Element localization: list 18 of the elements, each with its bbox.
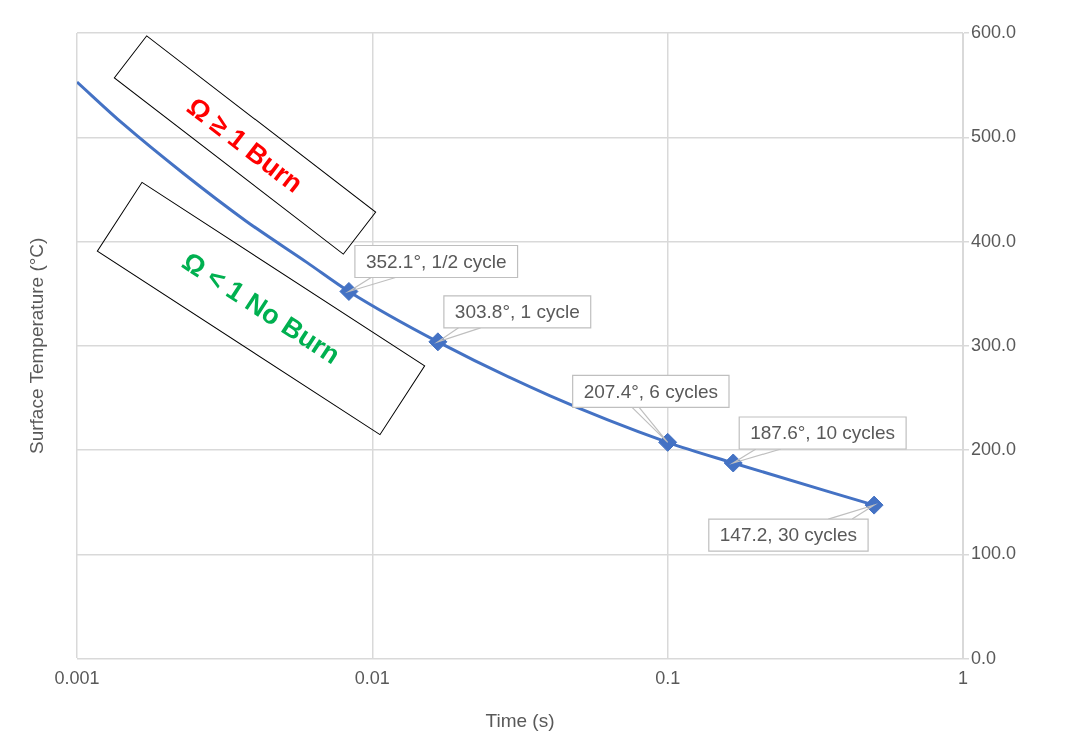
y-tick-label: 200.0 (971, 439, 1017, 460)
y-axis-title: Surface Temperature (°C) (26, 237, 48, 454)
x-tick-label: 0.01 (354, 668, 390, 689)
y-tick-label: 600.0 (971, 21, 1017, 42)
x-tick-label: 0.1 (655, 668, 681, 689)
data-label: 352.1°, 1/2 cycle (365, 250, 507, 272)
y-tick-label: 0.0 (971, 647, 997, 668)
y-tick-label: 100.0 (971, 543, 1017, 564)
data-label: 187.6°, 10 cycles (750, 422, 896, 444)
data-label: 207.4°, 6 cycles (583, 380, 718, 402)
data-label: 303.8°, 1 cycle (454, 301, 580, 323)
x-axis-title: Time (s) (485, 709, 555, 731)
x-tick-label: 0.001 (54, 668, 100, 689)
data-label: 147.2, 30 cycles (719, 524, 858, 546)
y-tick-label: 500.0 (971, 126, 1017, 147)
x-tick-label: 1 (957, 668, 969, 689)
y-tick-label: 300.0 (971, 334, 1017, 355)
y-tick-label: 400.0 (971, 230, 1017, 251)
